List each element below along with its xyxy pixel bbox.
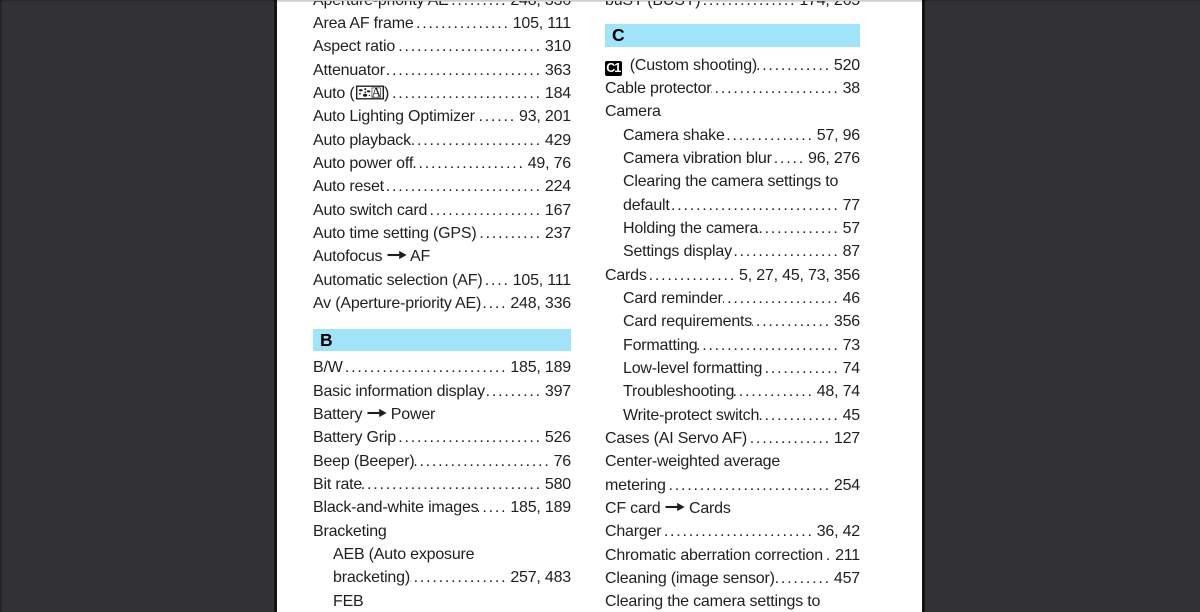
svg-text:A: A xyxy=(371,85,381,100)
